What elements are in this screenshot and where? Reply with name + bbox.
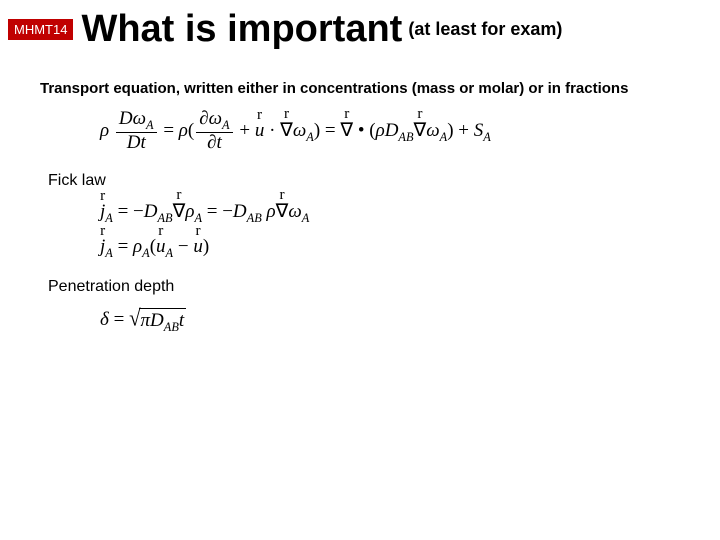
course-badge: MHMT14 [8,19,73,40]
penetration-label: Penetration depth [48,278,720,296]
slide-header: MHMT14 What is important (at least for e… [0,0,720,51]
intro-text: Transport equation, written either in co… [40,79,680,99]
transport-equation: ρ DωA Dt = ρ( ∂ωA ∂t + ur · ∇rωA) = ∇r •… [100,109,720,154]
fick-label: Fick law [48,172,720,190]
slide-title: What is important [81,8,402,51]
penetration-equation: δ = √ πDABt [100,306,720,335]
fick-equation-2: jrA = ρA(urA − ur) [100,236,720,261]
slide-subtitle: (at least for exam) [408,19,562,40]
